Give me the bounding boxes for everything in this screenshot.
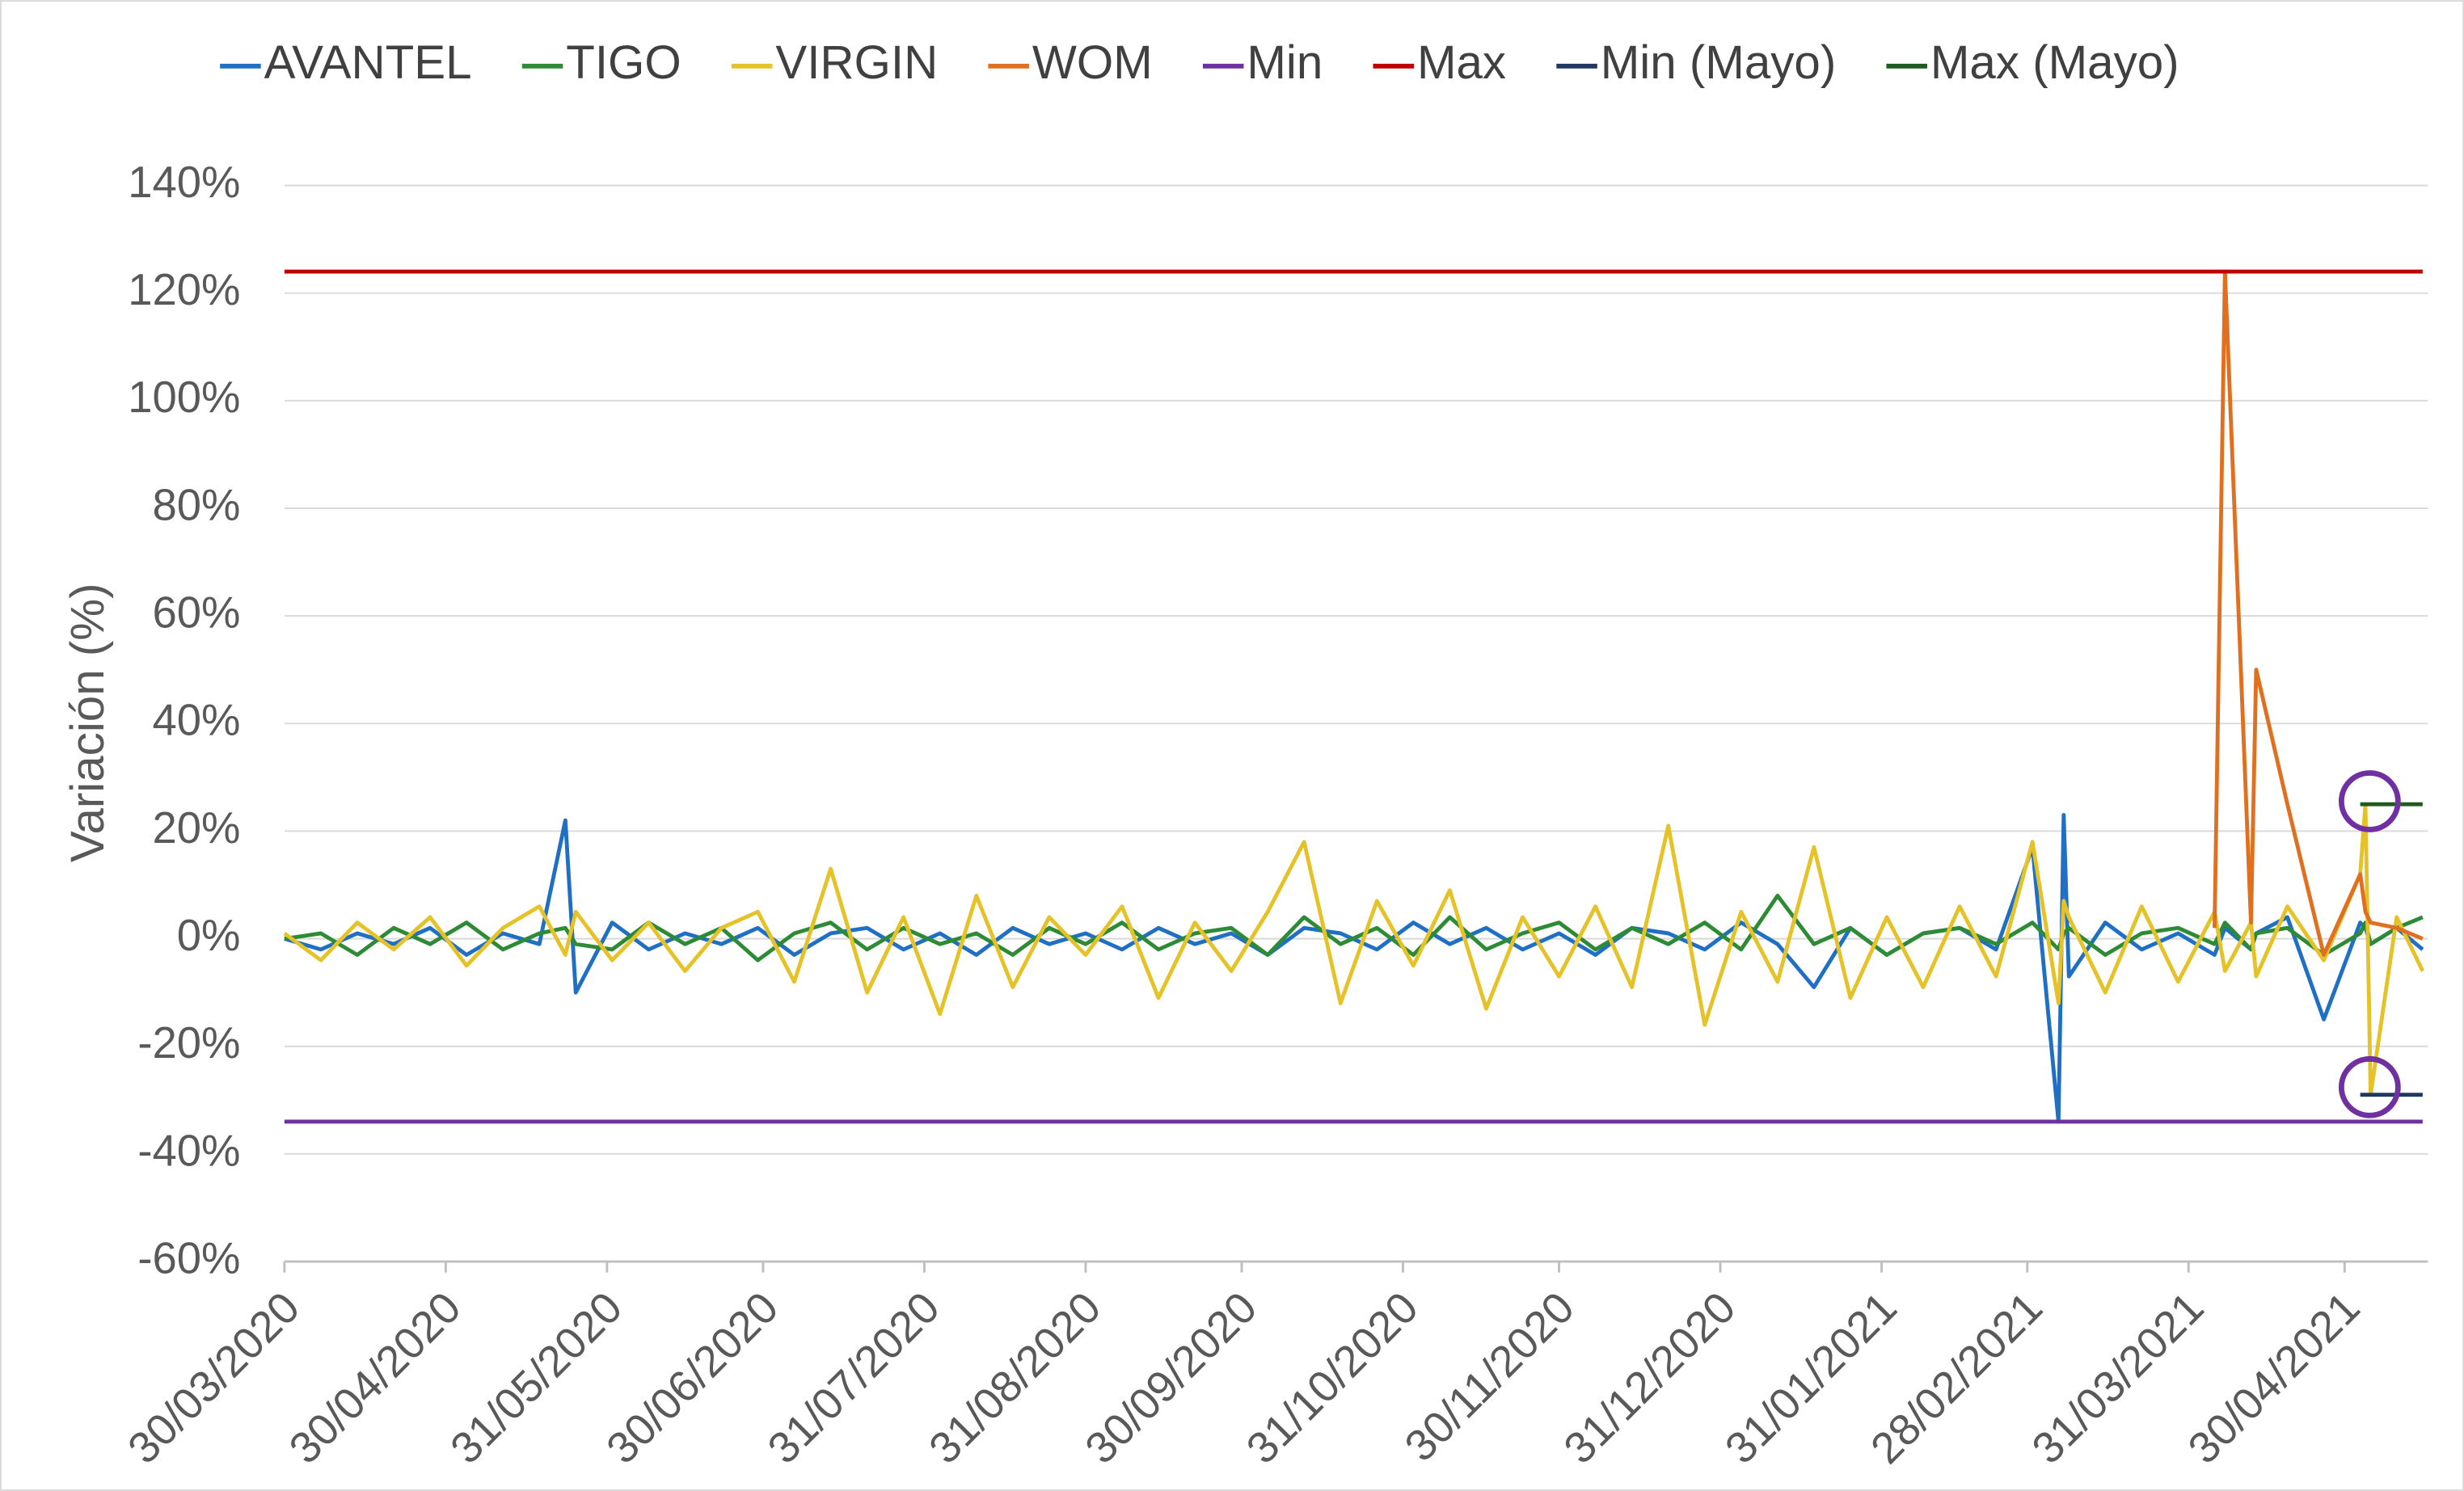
- legend-label: Max (Mayo): [1930, 36, 2179, 89]
- y-tick-label: 20%: [153, 803, 241, 853]
- y-tick-label: -20%: [137, 1018, 240, 1068]
- y-tick-label: 80%: [153, 480, 241, 529]
- legend-label: Min (Mayo): [1601, 36, 1837, 89]
- highlight-circle: [2338, 1055, 2401, 1118]
- grid: [284, 184, 2428, 1263]
- series-line: [2212, 269, 2424, 957]
- y-tick-label: 40%: [153, 696, 241, 745]
- highlight-circle: [2338, 770, 2401, 832]
- legend-label: WOM: [1032, 36, 1153, 89]
- y-tick-label: 100%: [128, 373, 240, 422]
- y-axis-label: Variación (%): [61, 583, 114, 863]
- series-line: [283, 802, 2425, 1097]
- series-line: [284, 813, 2424, 1124]
- legend-label: AVANTEL: [264, 36, 472, 89]
- legend-label: Min: [1247, 36, 1323, 89]
- legend-label: Max: [1417, 36, 1506, 89]
- y-tick-label: 60%: [153, 588, 241, 638]
- legend-label: VIRGIN: [775, 36, 938, 89]
- legend: AVANTEL TIGO VIRGIN WOM Min Max Min (Mayo) Max …: [220, 36, 2179, 89]
- y-tick-label: -40%: [137, 1126, 240, 1175]
- y-tick-label: 140%: [128, 158, 240, 207]
- y-tick-label: -60%: [137, 1233, 240, 1283]
- legend-label: TIGO: [566, 36, 681, 89]
- plot-lines: [283, 269, 2425, 1124]
- y-tick-label: 120%: [128, 265, 240, 314]
- y-tick-label: 0%: [177, 911, 241, 960]
